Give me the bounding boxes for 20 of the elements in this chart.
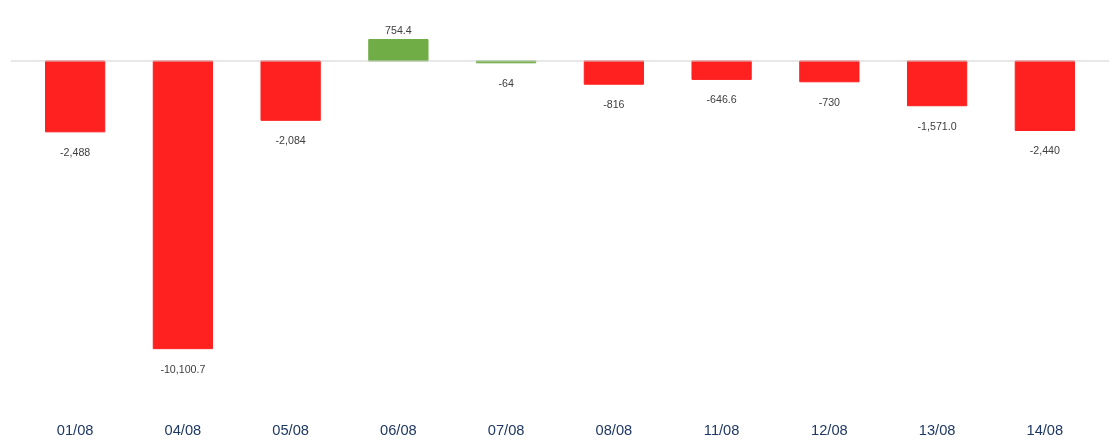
- x-tick-label: 04/08: [164, 421, 202, 438]
- data-label: -64: [498, 76, 514, 89]
- data-label: -2,084: [275, 134, 306, 147]
- data-label: -2,440: [1029, 144, 1061, 157]
- data-label: -730: [818, 95, 841, 108]
- x-tick-label: 05/08: [272, 421, 309, 438]
- x-tick-label: 07/08: [487, 421, 525, 438]
- data-label: -10,100.7: [160, 362, 206, 375]
- data-label: -1,571.0: [917, 119, 957, 132]
- x-tick-label: 08/08: [595, 421, 633, 438]
- data-label: 754.4: [385, 23, 412, 36]
- x-tick-label: 01/08: [56, 421, 94, 438]
- x-tick-label: 06/08: [380, 421, 417, 438]
- x-tick-label: 11/08: [703, 421, 740, 438]
- data-label: -2,488: [60, 145, 91, 158]
- x-tick-label: 14/08: [1026, 421, 1064, 438]
- data-label: -646.6: [706, 93, 737, 106]
- x-tick-label: 13/08: [918, 421, 956, 438]
- x-tick-label: 12/08: [811, 421, 848, 438]
- data-label: -816: [603, 98, 625, 111]
